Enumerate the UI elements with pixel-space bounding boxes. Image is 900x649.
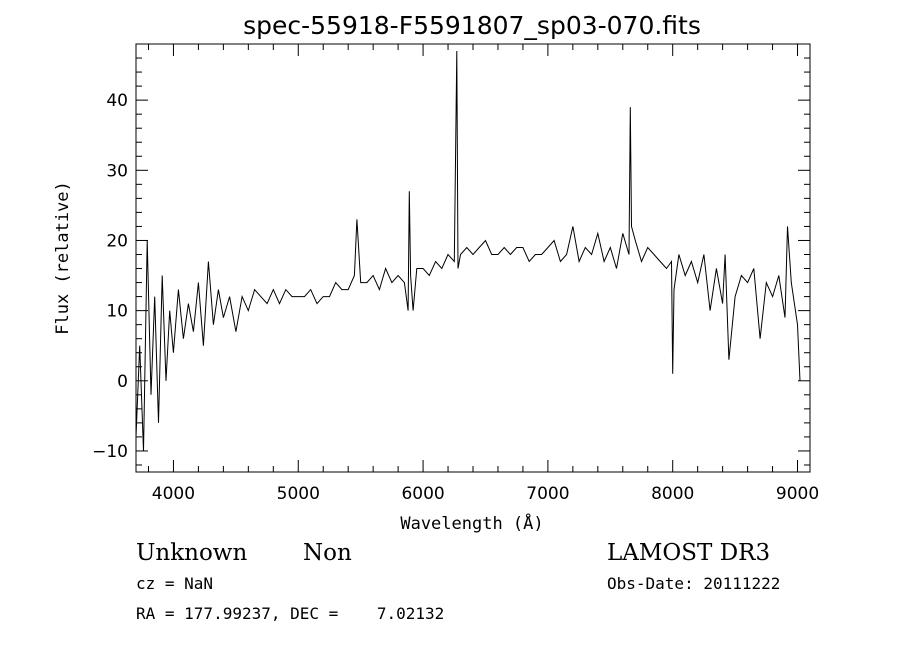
redshift-cz: cz = NaN bbox=[136, 574, 213, 593]
x-tick-label: 8000 bbox=[651, 484, 694, 504]
x-axis-label: Wavelength (Å) bbox=[400, 512, 543, 534]
x-tick-label: 4000 bbox=[152, 484, 195, 504]
x-tick-label: 6000 bbox=[401, 484, 444, 504]
x-tick-label: 7000 bbox=[526, 484, 569, 504]
y-tick-label: 30 bbox=[106, 161, 128, 181]
observation-date: Obs-Date: 20111222 bbox=[607, 574, 780, 593]
object-class: Unknown bbox=[136, 540, 247, 566]
chart-title: spec-55918-F5591807_sp03-070.fits bbox=[243, 11, 701, 40]
object-subclass: Non bbox=[303, 540, 352, 566]
ra-dec-coordinates: RA = 177.99237, DEC = 7.02132 bbox=[136, 604, 444, 623]
y-tick-label: 40 bbox=[106, 91, 128, 111]
plot-frame bbox=[135, 43, 811, 473]
survey-label: LAMOST DR3 bbox=[607, 540, 770, 566]
spectrum-line bbox=[135, 50, 801, 452]
y-tick-label: 20 bbox=[106, 231, 128, 251]
y-tick-label: 0 bbox=[117, 372, 128, 392]
y-axis-ticks: −10 0 10 20 30 40 bbox=[92, 57, 810, 466]
x-tick-label: 5000 bbox=[277, 484, 320, 504]
y-tick-label: 10 bbox=[106, 302, 128, 322]
y-tick-label: −10 bbox=[92, 442, 128, 462]
y-axis-label: Flux (relative) bbox=[53, 181, 73, 335]
x-tick-label: 9000 bbox=[776, 484, 819, 504]
x-axis-ticks: 4000 5000 6000 7000 8000 9000 bbox=[147, 44, 819, 504]
